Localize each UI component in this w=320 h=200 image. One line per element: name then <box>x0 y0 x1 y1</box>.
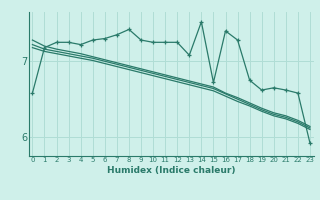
X-axis label: Humidex (Indice chaleur): Humidex (Indice chaleur) <box>107 166 236 175</box>
